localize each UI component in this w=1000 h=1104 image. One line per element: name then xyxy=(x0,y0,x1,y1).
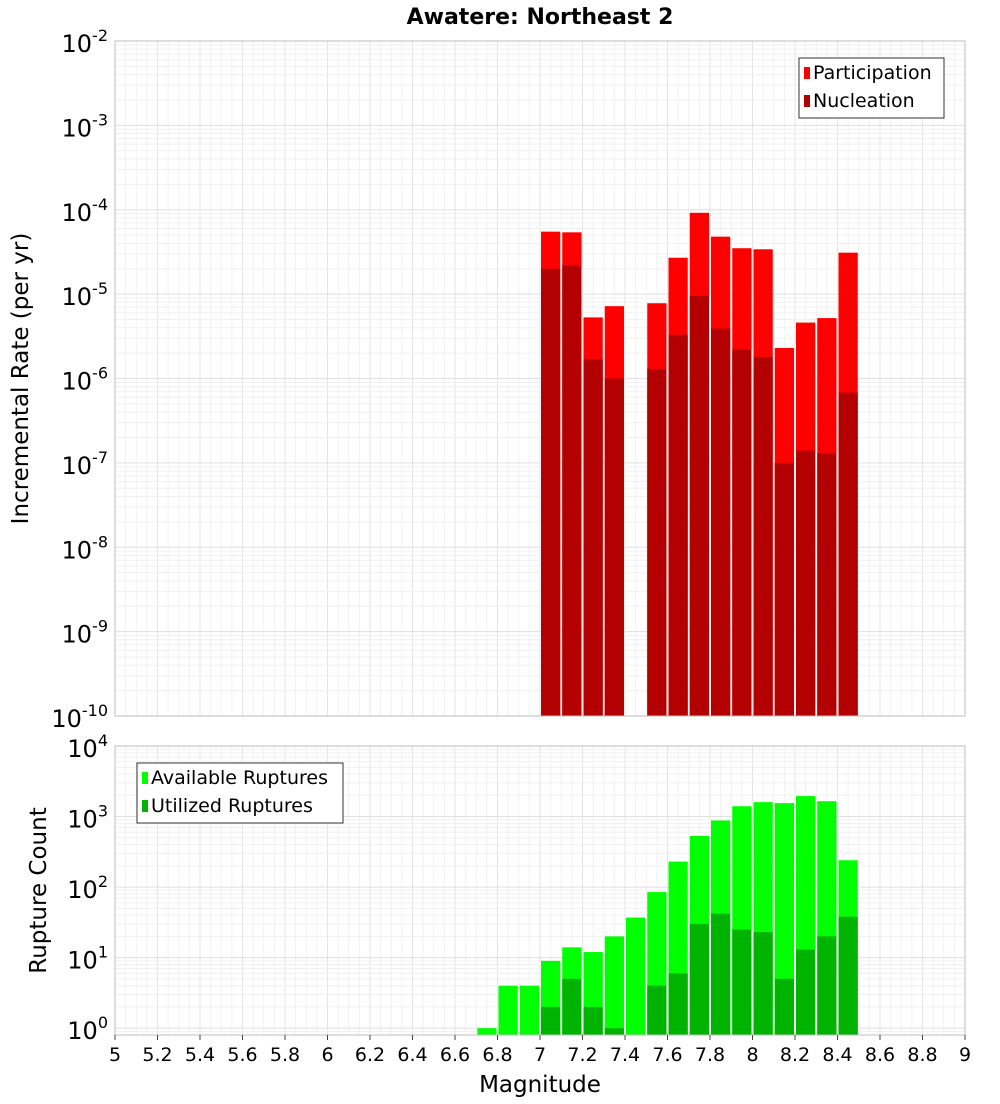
panel2-y-tick-label: 104 xyxy=(67,731,108,763)
x-tick-label: 9 xyxy=(959,1044,971,1066)
panel1-bar-series2 xyxy=(583,359,603,716)
panel1-y-tick-label: 10-8 xyxy=(62,532,109,564)
panel2-bar-series2 xyxy=(796,949,816,1035)
chart-title: Awatere: Northeast 2 xyxy=(407,5,674,30)
panel1-bar-series2 xyxy=(753,356,773,716)
panel1-y-tick-label: 10-7 xyxy=(62,448,109,480)
x-tick-label: 5.8 xyxy=(270,1044,300,1066)
panel2-legend-box xyxy=(136,762,344,824)
panel1-legend-box xyxy=(798,57,945,119)
panel2-bar-series2 xyxy=(689,923,709,1035)
x-tick-label: 8 xyxy=(746,1044,758,1066)
panel1-y-tick-label: 10-5 xyxy=(62,279,109,311)
panel1-y-tick-label: 10-6 xyxy=(62,364,109,396)
panel2-bar-series2 xyxy=(838,916,858,1035)
panel1-bar-series2 xyxy=(796,450,816,716)
panel2-bar-series2 xyxy=(604,1028,624,1035)
panel2-y-tick-label: 101 xyxy=(67,943,108,975)
panel2-bar-series2 xyxy=(562,978,582,1035)
panel1-bar-series2 xyxy=(647,368,667,716)
x-tick-label: 7.8 xyxy=(695,1044,725,1066)
panel1-y-tick-label: 10-9 xyxy=(62,617,109,649)
panel2-legend-swatch xyxy=(142,772,148,784)
x-tick-label: 8.6 xyxy=(865,1044,895,1066)
x-tick-label: 8.4 xyxy=(822,1044,852,1066)
x-tick-label: 5.6 xyxy=(227,1044,257,1066)
panel2-bar-series2 xyxy=(711,913,731,1035)
panel2-bar-series1 xyxy=(774,803,794,1035)
panel1-bar-series2 xyxy=(689,296,709,716)
panel2-bar-series2 xyxy=(541,1006,561,1035)
panel1-bar-series2 xyxy=(732,349,752,716)
x-tick-label: 7.2 xyxy=(567,1044,597,1066)
x-tick-label: 5 xyxy=(109,1044,121,1066)
panel2-legend-label: Utilized Ruptures xyxy=(151,795,313,817)
panel2-bar-series1 xyxy=(626,917,646,1035)
panel1-legend-swatch xyxy=(804,67,810,79)
x-axis-label: Magnitude xyxy=(479,1072,601,1098)
panel1-y-tick-label: 10-2 xyxy=(62,26,109,58)
panel1-bar-series2 xyxy=(562,265,582,716)
panel1-bar-series2 xyxy=(817,453,837,716)
panel2-bar-series2 xyxy=(647,985,667,1035)
panel2-bar-series1 xyxy=(477,1028,497,1035)
panel1-bar-series2 xyxy=(711,328,731,716)
panel1-bar-series2 xyxy=(668,334,688,716)
x-tick-label: 6.4 xyxy=(397,1044,427,1066)
panel2-bar-series1 xyxy=(519,985,539,1035)
panel1-bar-series2 xyxy=(604,378,624,716)
panel2-y-tick-label: 103 xyxy=(67,802,108,834)
panel1-legend-swatch xyxy=(804,95,810,107)
panel1-plot-frame xyxy=(114,40,966,717)
x-tick-label: 7.4 xyxy=(610,1044,640,1066)
x-tick-label: 7 xyxy=(534,1044,546,1066)
panel2-bar-series1 xyxy=(498,985,518,1035)
panel1-y-tick-label: 10-10 xyxy=(51,701,108,733)
panel2-y-axis-label: Rupture Count xyxy=(26,807,52,973)
panel2-legend-swatch xyxy=(142,800,148,812)
panel1-bar-series2 xyxy=(774,462,794,716)
panel2-bar-series2 xyxy=(817,936,837,1035)
panel1-y-axis-label: Incremental Rate (per yr) xyxy=(8,233,34,525)
panel1-bar-series2 xyxy=(541,268,561,716)
panel1-bar-series2 xyxy=(838,392,858,716)
panel1-y-tick-label: 10-4 xyxy=(62,195,109,227)
panel2-bar-series2 xyxy=(668,973,688,1035)
x-tick-label: 5.2 xyxy=(142,1044,172,1066)
x-tick-label: 6 xyxy=(321,1044,333,1066)
x-tick-label: 6.8 xyxy=(482,1044,512,1066)
panel1-y-tick-label: 10-3 xyxy=(62,110,109,142)
x-tick-label: 8.2 xyxy=(780,1044,810,1066)
x-tick-label: 6.6 xyxy=(440,1044,470,1066)
panel2-bar-series2 xyxy=(732,929,752,1035)
panel2-y-tick-label: 102 xyxy=(67,872,108,904)
panel2-bar-series2 xyxy=(774,978,794,1035)
panel2-bar-series2 xyxy=(583,1006,603,1035)
x-tick-label: 5.4 xyxy=(185,1044,215,1066)
x-tick-label: 8.8 xyxy=(907,1044,937,1066)
panel1-legend-label: Nucleation xyxy=(813,90,915,112)
panel1-legend-label: Participation xyxy=(813,62,932,84)
panel2-bar-series2 xyxy=(753,932,773,1035)
panel2-y-tick-label: 100 xyxy=(67,1013,108,1045)
panel2-legend-label: Available Ruptures xyxy=(151,767,328,789)
x-tick-label: 7.6 xyxy=(652,1044,682,1066)
panel2-bar-series1 xyxy=(604,936,624,1035)
x-tick-label: 6.2 xyxy=(355,1044,385,1066)
